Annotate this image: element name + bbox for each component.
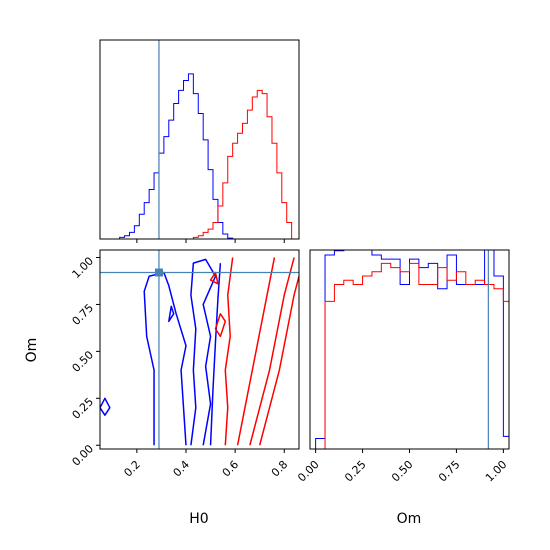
- h0-marginal-ticks: [136, 239, 285, 243]
- om-histogram-area: [315, 250, 509, 449]
- h0-histogram-area: [119, 40, 293, 239]
- om-tick-label: 0.00: [70, 442, 97, 469]
- h0-hist-red: [192, 89, 293, 239]
- om-hist-red: [315, 262, 509, 449]
- om-tick-label: 0.50: [70, 348, 97, 375]
- om-marginal-tick-label: 0.00: [295, 458, 322, 485]
- joint-contour-area: [100, 250, 299, 449]
- om-marginal-tick-label: 0.25: [342, 458, 369, 485]
- truth-marker: [154, 268, 163, 277]
- om-marginal-panel: 0.00 0.25 0.50 0.75 1.00 Om: [295, 249, 510, 527]
- om-marginal-tick-label: 0.50: [389, 458, 416, 485]
- contour-blue-3: [100, 397, 111, 416]
- contour-red-10: [209, 271, 219, 285]
- om-tick-label: 0.25: [70, 395, 97, 422]
- contour-red-9: [214, 313, 227, 338]
- h0-marginal-frame: [99, 39, 300, 240]
- contour-blue-4: [168, 305, 175, 323]
- om-marginal-ticks: 0.00 0.25 0.50 0.75 1.00: [295, 449, 509, 484]
- h0-tick-label: 0.2: [121, 458, 143, 480]
- joint-frame: [99, 249, 300, 450]
- h0-tick-label: 0.8: [269, 458, 291, 480]
- h0-om-joint-panel: 0.2 0.4 0.6 0.8 0.00 0.25 0.50 0.75 1.00 H0 Om: [24, 249, 300, 527]
- om-hist-blue: [315, 250, 509, 449]
- h0-tick-label: 0.4: [171, 458, 193, 480]
- om-tick-label: 1.00: [70, 254, 97, 281]
- h0-tick-label: 0.6: [220, 458, 242, 480]
- contour-red-5: [224, 257, 234, 446]
- x-axis-label-h0: H0: [189, 511, 208, 527]
- contour-blue-2: [209, 263, 222, 446]
- h0-hist-blue: [119, 73, 234, 239]
- contour-blue-1: [190, 258, 217, 446]
- om-marginal-tick-label: 0.75: [436, 458, 463, 485]
- joint-ticks: 0.2 0.4 0.6 0.8 0.00 0.25 0.50 0.75 1.00: [70, 254, 291, 479]
- contour-red-8: [258, 276, 299, 446]
- y-axis-label-om: Om: [24, 338, 40, 363]
- h0-marginal-panel: [99, 39, 300, 243]
- x-axis-label-om: Om: [397, 511, 422, 527]
- om-marginal-tick-label: 1.00: [483, 458, 510, 485]
- om-tick-label: 0.75: [70, 301, 97, 328]
- contour-red-6: [236, 257, 276, 446]
- contour-red-7: [249, 257, 295, 446]
- contour-blue-0: [143, 271, 187, 446]
